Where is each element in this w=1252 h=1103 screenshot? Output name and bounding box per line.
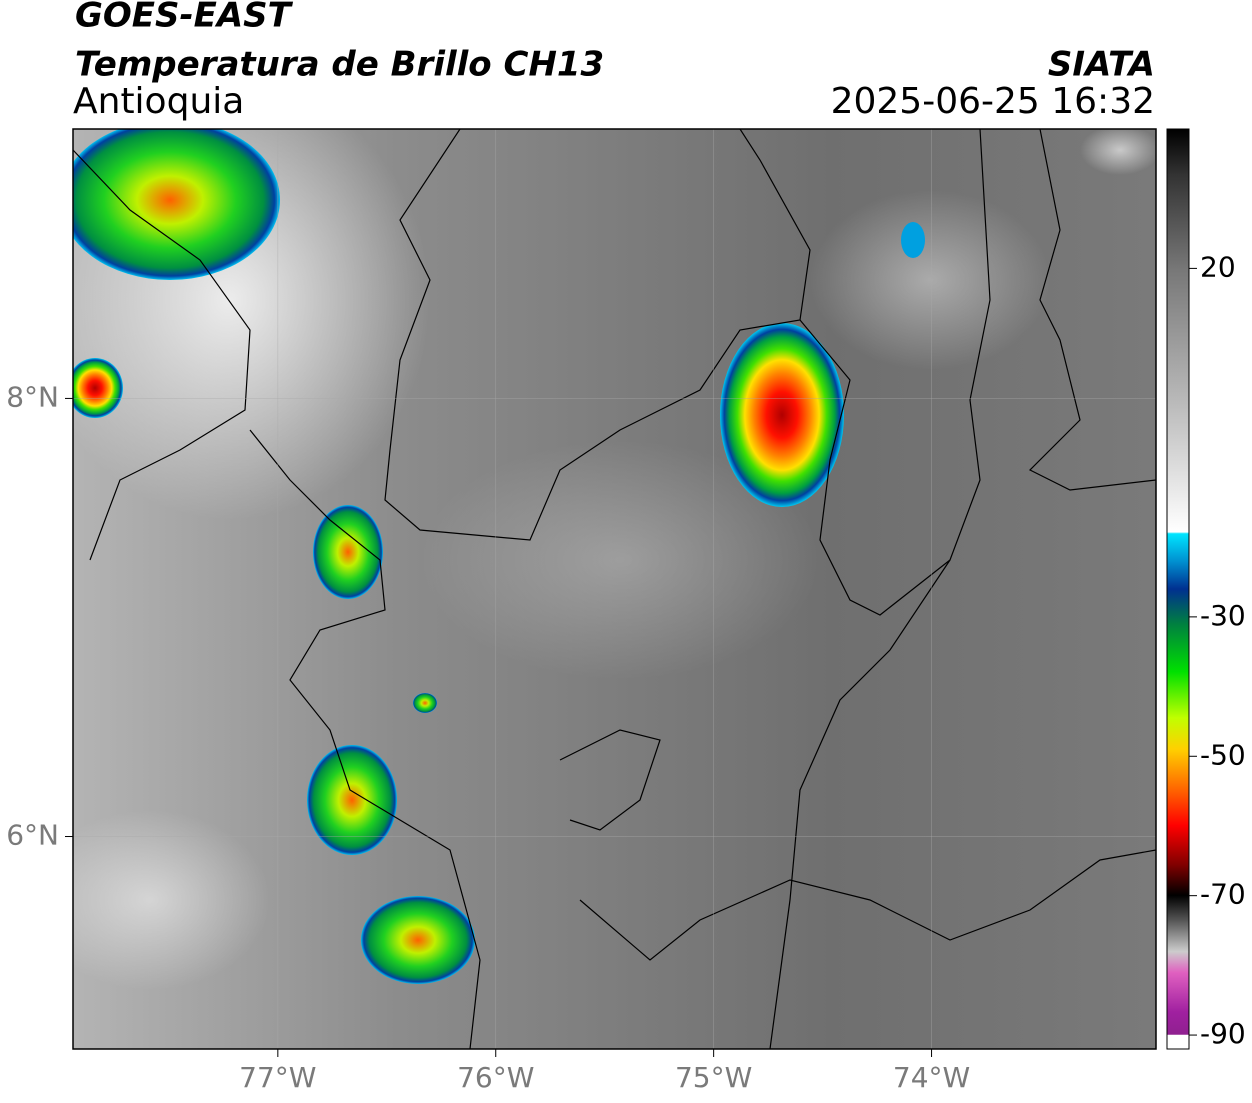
storm-cell	[901, 222, 925, 258]
x-tick-label: 75°W	[675, 1061, 752, 1094]
x-tick-label: 77°W	[239, 1061, 316, 1094]
grid	[73, 129, 1156, 1049]
colorbar-label: 20	[1200, 250, 1236, 283]
colorbar-label: -70	[1200, 878, 1246, 911]
subtitle: Temperatura de Brillo CH13	[75, 45, 604, 85]
storm-cell	[361, 896, 475, 984]
border	[769, 559, 951, 1049]
timestamp: 2025-06-25 16:32	[831, 81, 1155, 122]
colorbar	[1166, 128, 1190, 1050]
border	[249, 429, 481, 1049]
border	[1028, 129, 1156, 491]
cloud	[810, 190, 1050, 370]
storm-cell	[73, 129, 280, 280]
storm-cell	[307, 745, 397, 855]
cloud	[1080, 129, 1156, 175]
source: SIATA	[1048, 45, 1155, 85]
colorbar-label: -90	[1200, 1017, 1246, 1050]
border	[384, 129, 811, 541]
storm-cell	[720, 323, 844, 507]
y-tick-label: 8°N	[6, 380, 59, 413]
storm-cell	[313, 505, 383, 599]
region: Antioquia	[73, 81, 244, 122]
y-tick-label: 6°N	[6, 819, 59, 852]
imagery	[73, 129, 1156, 1049]
coastline	[73, 149, 251, 561]
colorbar-label: -30	[1200, 599, 1246, 632]
cloud	[420, 440, 820, 680]
x-tick-label: 76°W	[457, 1061, 534, 1094]
x-tick-label: 74°W	[893, 1061, 970, 1094]
border	[559, 729, 661, 831]
map-frame	[72, 128, 1157, 1050]
cloud	[73, 810, 270, 990]
border	[799, 129, 991, 616]
border	[579, 849, 1156, 961]
title: GOES-EAST	[75, 0, 294, 36]
colorbar-label: -50	[1200, 738, 1246, 771]
storm-cell	[413, 693, 437, 713]
storm-cell	[73, 358, 123, 418]
